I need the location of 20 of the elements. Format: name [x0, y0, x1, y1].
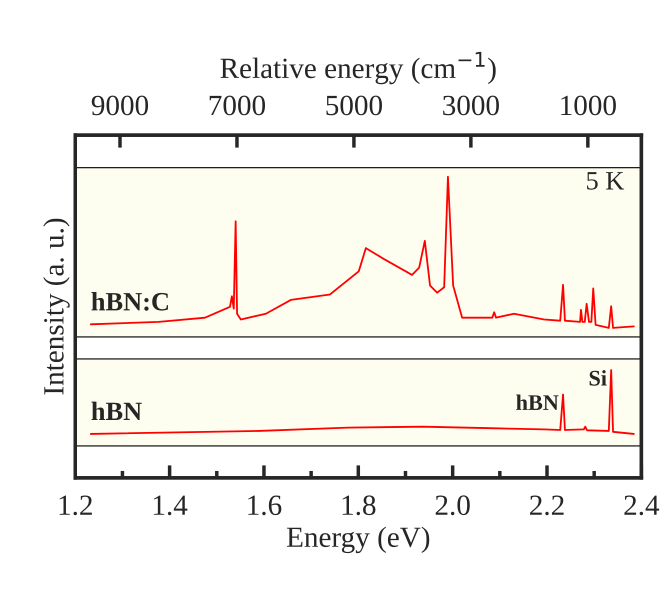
- x-tick-label: 1.4: [154, 496, 188, 516]
- x2-tick-label: 9000: [92, 96, 148, 116]
- x-tick-label: 2.0: [436, 495, 470, 516]
- x-tick-label: 2.2: [530, 495, 564, 516]
- x2-tick-label: 5000: [326, 96, 382, 116]
- x-tick-label: 2.4: [624, 495, 660, 516]
- x2-tick-label: 3000: [443, 96, 499, 116]
- series-label: hBN: [91, 402, 142, 420]
- x-tick-label: 1.2: [60, 495, 92, 516]
- annotation: Si: [590, 370, 607, 386]
- x2-axis-title: Relative energy (cm$^{−1}$): [220, 52, 496, 84]
- x-tick-label: 1.8: [342, 495, 376, 516]
- x-tick-label: 1.6: [248, 495, 282, 516]
- series-label: hBN:C: [91, 292, 168, 311]
- x2-tick-label: 7000: [210, 96, 266, 116]
- x-axis-title: Energy (eV): [286, 526, 430, 554]
- annotation: 5 K: [587, 172, 624, 190]
- y-axis-title: Intensity (a. u.): [43, 218, 70, 395]
- x2-tick-label: 1000: [561, 96, 616, 116]
- annotation: hBN: [516, 394, 559, 410]
